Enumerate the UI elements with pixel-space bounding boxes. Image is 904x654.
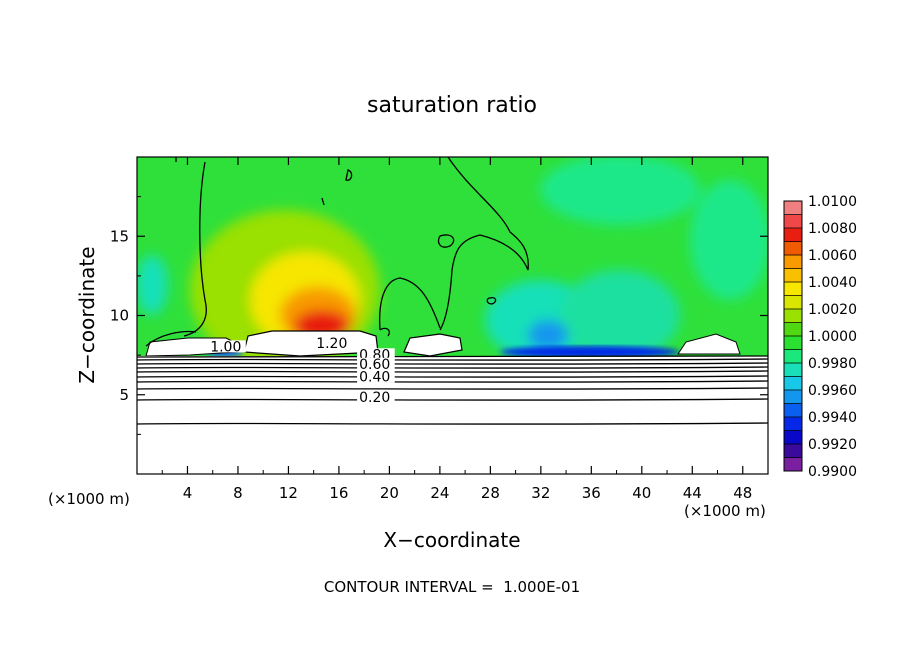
colorbar-swatch [784,376,802,391]
contour-line [437,234,455,248]
plot-area [137,157,768,474]
colorbar-swatch [784,430,802,445]
chart-title: saturation ratio [367,93,537,118]
colorbar-label: 1.0040 [808,275,857,291]
colorbar-label: 1.0080 [808,221,857,237]
x-tick-label: 32 [531,484,550,502]
colorbar-swatch [784,417,802,431]
contour-line [486,296,497,305]
field-cool-right-c [690,180,768,300]
colorbar-swatch [784,268,802,283]
colorbar-label: 0.9900 [808,464,857,480]
contour-interval-note: CONTOUR INTERVAL = 1.000E-01 [324,578,580,596]
colorbar-swatch [784,363,802,377]
colorbar-label: 0.9940 [808,410,857,426]
colorbar-swatch [784,228,802,242]
colorbar-swatch [784,201,802,215]
field-cool-core [528,320,568,350]
cloud-right [677,333,741,355]
y-axis: 5 10 15 [110,196,768,435]
y-tick-label: 15 [110,227,129,245]
x-tick-label: 8 [233,484,243,502]
colorbar-label: 1.0100 [808,194,857,210]
contour-line [439,157,529,331]
colorbar-swatch [784,390,802,404]
colorbar: 0.9900 0.9920 0.9940 0.9960 0.9980 1.0000 1.00… [783,194,857,480]
contour-line [379,327,390,337]
x-unit-left: (×1000 m) [48,490,130,508]
contour-labels: 1.200.800.600.400.201.00 [208,336,395,406]
colorbar-swatch [784,349,802,364]
field-cool-left [137,255,168,315]
colorbar-swatch [784,241,802,256]
upper-contours [145,157,529,347]
colorbar-swatch [784,336,802,350]
field-cool-right-b [560,270,680,360]
x-tick-label: 28 [481,484,500,502]
contour-label: 0.60 [359,357,390,373]
x-axis: 4 8 12 16 20 24 28 32 36 40 44 48 [161,157,752,502]
y-axis-label: Z−coordinate [75,246,99,383]
colorbar-swatch [784,309,802,323]
x-unit-right: (×1000 m) [684,502,766,520]
colorbar-swatch [784,444,802,458]
x-axis-label: X−coordinate [383,528,520,552]
contour-label-bg [208,340,246,353]
x-tick-label: 16 [329,484,348,502]
y-tick-label: 10 [110,307,129,325]
colorbar-label: 1.0000 [808,329,857,345]
colorbar-label: 1.0020 [808,302,857,318]
contour-line [345,169,353,181]
x-tick-label: 40 [632,484,651,502]
contour-label-bg [314,337,352,350]
contour-label: 1.00 [210,339,241,355]
contour-line [137,387,768,390]
x-tick-label: 48 [733,484,752,502]
contour-line [379,277,441,331]
colorbar-swatch [784,255,802,269]
colorbar-swatch [784,282,802,296]
colorbar-swatch [784,403,802,418]
contour-label-bg [357,370,395,383]
field-cool-base-strip [500,346,680,358]
field-cool-top [540,157,700,225]
x-tick-label: 44 [683,484,702,502]
x-tick-label: 24 [430,484,449,502]
x-tick-label: 20 [380,484,399,502]
contour-label: 0.40 [359,369,390,385]
contour-label: 1.20 [316,336,347,352]
x-tick-label: 12 [279,484,298,502]
contour-line [145,330,197,347]
contour-line [175,157,207,337]
colorbar-label: 0.9980 [808,356,857,372]
contour-line [137,422,768,425]
x-tick-label: 36 [582,484,601,502]
contour-label-bg [357,357,395,370]
contour-line [137,355,768,358]
colorbar-swatch [784,322,802,337]
colorbar-swatch [784,295,802,310]
contour-line [321,197,325,206]
x-tick-label: 4 [183,484,193,502]
contour-label-bg [357,391,395,404]
lower-region [137,356,768,474]
colorbar-swatch [784,457,802,472]
contour-label: 0.20 [359,390,390,406]
colorbar-swatch [784,214,802,229]
colorbar-label: 0.9920 [808,437,857,453]
y-tick-label: 5 [119,386,129,404]
colorbar-label: 1.0060 [808,248,857,264]
colorbar-label: 0.9960 [808,383,857,399]
contour-label-bg [357,348,395,361]
